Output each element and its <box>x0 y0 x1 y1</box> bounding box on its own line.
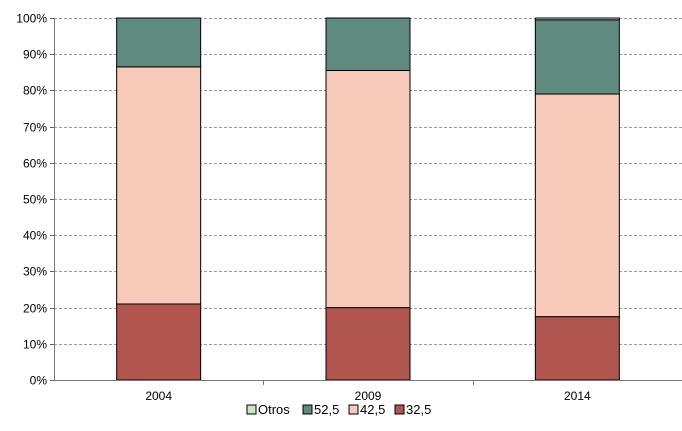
bar-segment <box>534 316 620 381</box>
y-tick-label: 100% <box>16 12 47 26</box>
bar-segment <box>116 66 202 305</box>
x-tick-labels: 2004 2009 2014 <box>145 389 591 403</box>
y-tick-label: 0% <box>30 374 48 388</box>
bars <box>116 17 620 381</box>
y-tick-label: 90% <box>23 48 47 62</box>
bar-segment <box>534 93 620 318</box>
legend-swatch <box>302 404 313 415</box>
y-tick-label: 50% <box>23 193 47 207</box>
y-tick-label: 40% <box>23 229 47 243</box>
legend-swatch <box>246 404 257 415</box>
legend-label: 42,5 <box>360 402 385 417</box>
legend-label: Otros <box>258 402 290 417</box>
bar-segment <box>116 17 202 68</box>
legend-label: 32,5 <box>406 402 431 417</box>
y-tick-labels: 0% 10% 20% 30% 40% 50% 60% 70% 80% 90% 100% <box>16 12 54 388</box>
axes <box>54 18 682 385</box>
x-tick-label: 2014 <box>564 389 591 403</box>
bar-segment <box>534 19 620 95</box>
bar-segment <box>325 69 411 309</box>
y-tick-label: 20% <box>23 302 47 316</box>
legend: Otros 52,5 42,5 32,5 <box>246 402 431 417</box>
y-tick-label: 60% <box>23 157 47 171</box>
bar-segment <box>325 17 411 71</box>
bar-segment <box>325 307 411 381</box>
legend-swatch <box>394 404 405 415</box>
legend-swatch <box>348 404 359 415</box>
y-tick-label: 10% <box>23 338 47 352</box>
y-tick-label: 70% <box>23 121 47 135</box>
y-tick-label: 30% <box>23 265 47 279</box>
x-tick-label: 2004 <box>145 389 172 403</box>
x-tick-label: 2009 <box>355 389 382 403</box>
legend-label: 52,5 <box>314 402 339 417</box>
y-tick-label: 80% <box>23 84 47 98</box>
bar-segment <box>116 303 202 381</box>
bar-segment <box>534 17 620 21</box>
